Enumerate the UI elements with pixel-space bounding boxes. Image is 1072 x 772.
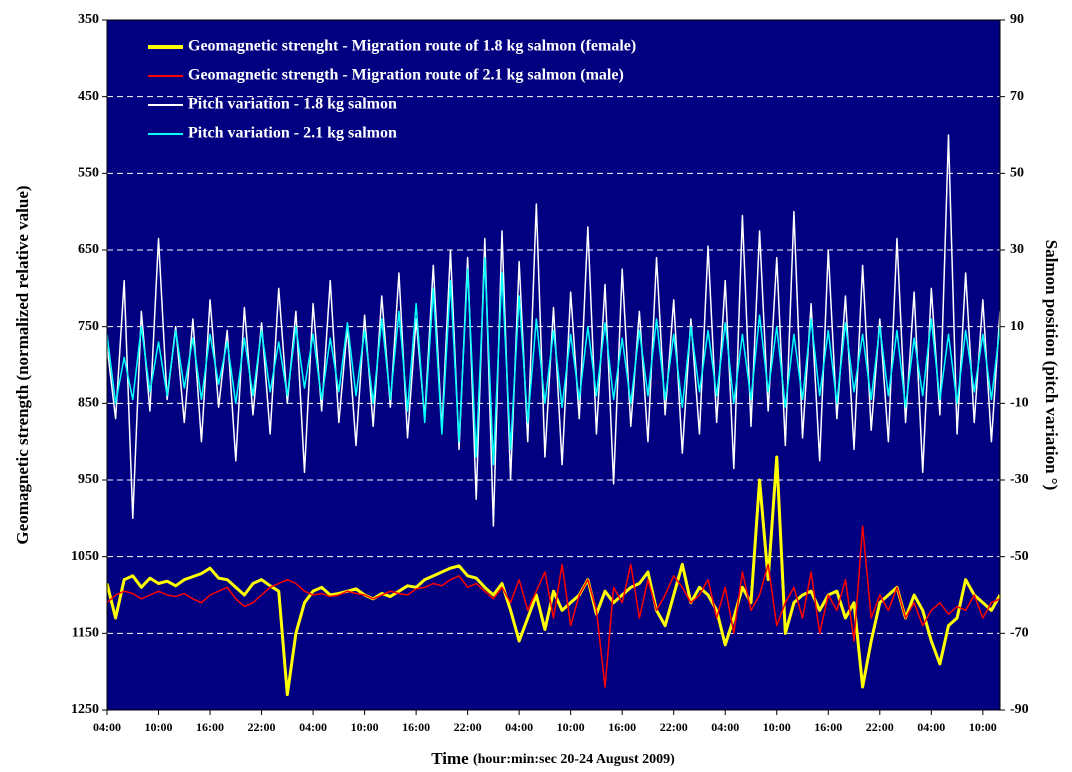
x-tick-label: 10:00: [145, 720, 173, 734]
y2-tick-label: -70: [1010, 626, 1029, 641]
legend-label: Geomagnetic strength - Migration route o…: [188, 67, 624, 84]
x-tick-label: 22:00: [454, 720, 482, 734]
x-tick-label: 16:00: [608, 720, 636, 734]
y2-tick-label: 90: [1010, 12, 1024, 27]
y-tick-label: 350: [78, 12, 99, 27]
legend-label: Geomagnetic strenght - Migration route o…: [188, 38, 636, 55]
y2-tick-label: -90: [1010, 702, 1029, 717]
y-tick-label: 550: [78, 166, 99, 181]
y2-tick-label: -10: [1010, 396, 1029, 411]
x-axis-label: Time (hour:min:sec 20-24 August 2009): [431, 749, 675, 768]
y-tick-label: 1050: [71, 549, 99, 564]
x-tick-label: 04:00: [711, 720, 739, 734]
y2-tick-label: 30: [1010, 242, 1024, 257]
y-tick-label: 1150: [72, 626, 99, 641]
series-line: [106, 134, 1001, 527]
x-axis-label-detail: (hour:min:sec 20-24 August 2009): [473, 752, 675, 767]
y2-tick-label: -50: [1010, 549, 1029, 564]
x-axis-label-main: Time: [431, 749, 469, 768]
y-tick-label: 750: [78, 319, 99, 334]
x-tick-label: 16:00: [402, 720, 430, 734]
series-line: [106, 256, 1001, 466]
x-tick-label: 10:00: [351, 720, 379, 734]
x-tick-label: 16:00: [814, 720, 842, 734]
y2-tick-label: 10: [1010, 319, 1024, 334]
x-tick-label: 04:00: [505, 720, 533, 734]
x-tick-label: 10:00: [557, 720, 585, 734]
y2-axis-label: Salmon position (pitch variation °): [1042, 240, 1061, 491]
y2-tick-label: -30: [1010, 472, 1029, 487]
x-tick-label: 04:00: [299, 720, 327, 734]
x-tick-label: 10:00: [763, 720, 791, 734]
series-line: [105, 455, 1002, 697]
legend-label: Pitch variation - 1.8 kg salmon: [188, 96, 397, 113]
x-tick-label: 04:00: [93, 720, 121, 734]
series-line: [106, 525, 1001, 688]
y-axis-label: Geomagnetic strength (normalized relativ…: [13, 185, 32, 544]
y-tick-label: 650: [78, 242, 99, 257]
y2-tick-label: 70: [1010, 89, 1024, 104]
legend-label: Pitch variation - 2.1 kg salmon: [188, 125, 397, 142]
y-tick-label: 1250: [71, 702, 99, 717]
plot-border: [106, 19, 1001, 711]
x-tick-label: 16:00: [196, 720, 224, 734]
x-tick-label: 22:00: [660, 720, 688, 734]
x-tick-label: 10:00: [969, 720, 997, 734]
y-tick-label: 850: [78, 396, 99, 411]
x-tick-label: 22:00: [866, 720, 894, 734]
x-tick-label: 22:00: [248, 720, 276, 734]
x-tick-label: 04:00: [917, 720, 945, 734]
y-tick-label: 950: [78, 472, 99, 487]
y-tick-label: 450: [78, 89, 99, 104]
y2-tick-label: 50: [1010, 166, 1024, 181]
